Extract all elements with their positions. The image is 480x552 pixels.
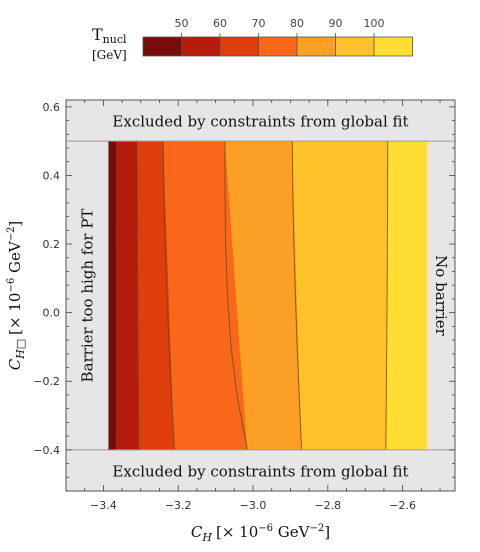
legend-tick-label: 70 xyxy=(252,17,266,30)
x-title-tail-exp: −2 xyxy=(309,523,324,534)
y-title-var: C xyxy=(6,358,24,370)
x-title-close: ] xyxy=(324,523,330,541)
x-title-var: C xyxy=(191,523,203,541)
y-tick-label: −0.4 xyxy=(33,444,60,457)
contour-line xyxy=(136,141,140,450)
heatmap-band xyxy=(116,140,140,451)
legend-swatches xyxy=(142,36,413,57)
y-tick-label: 0.6 xyxy=(43,101,61,114)
legend-title: Tnucl xyxy=(92,25,127,46)
plot-frame xyxy=(65,99,456,492)
y-tick-label: 0.0 xyxy=(43,307,61,320)
contour-line xyxy=(291,141,303,450)
contour-line xyxy=(224,141,248,450)
x-axis: −3.4 −3.2 −3.0 −2.8 −2.6 xyxy=(65,100,441,512)
legend-swatch xyxy=(297,37,336,56)
boundary-lines xyxy=(66,140,455,451)
y-title-units: [× 10 xyxy=(6,293,24,335)
heatmap-band xyxy=(292,140,388,451)
legend-title-sub: nucl xyxy=(103,33,127,46)
legend-swatch xyxy=(220,37,259,56)
y-title-exp: −6 xyxy=(6,278,17,293)
region-label-top: Excluded by constraints from global fit xyxy=(112,113,408,131)
x-tick-label: −2.8 xyxy=(314,499,341,512)
legend-tick-label: 50 xyxy=(175,17,189,30)
heatmap-band xyxy=(108,140,117,451)
legend-swatch xyxy=(258,37,298,56)
x-title-sub: H xyxy=(201,531,212,544)
heatmap-bands xyxy=(108,140,428,451)
x-tick-label: −3.2 xyxy=(165,499,192,512)
y-title-tail: GeV xyxy=(6,240,24,278)
y-title-sub: H□ xyxy=(14,339,27,360)
legend-ticks: 50 60 70 80 90 100 xyxy=(175,17,385,56)
y-tick-label: −0.2 xyxy=(33,375,60,388)
legend-tick-label: 100 xyxy=(364,17,385,30)
x-tick-label: −3.0 xyxy=(240,499,267,512)
x-tick-label: −3.4 xyxy=(90,499,117,512)
x-title-exp: −6 xyxy=(258,523,273,534)
y-tick-label: 0.2 xyxy=(43,238,61,251)
region-label-bottom: Excluded by constraints from global fit xyxy=(112,462,408,480)
legend-swatch xyxy=(143,37,182,56)
x-title-tail: GeV xyxy=(273,523,311,541)
heatmap-band xyxy=(385,140,428,451)
legend-swatch xyxy=(335,37,375,56)
legend: Tnucl [GeV] 50 60 70 80 90 100 xyxy=(92,17,413,62)
contour-lines xyxy=(116,141,389,450)
y-axis-title: CH□ [× 10−6 GeV−2] xyxy=(6,221,27,371)
legend-swatch xyxy=(374,37,413,56)
contour-line xyxy=(162,141,175,450)
legend-tick-label: 80 xyxy=(290,17,304,30)
y-tick-label: 0.4 xyxy=(43,169,61,182)
x-title-units: [× 10 xyxy=(216,523,258,541)
legend-title-main: T xyxy=(92,25,103,44)
y-title-close: ] xyxy=(6,221,24,227)
legend-unit: [GeV] xyxy=(92,48,127,62)
y-title-tail-exp: −2 xyxy=(6,227,17,242)
legend-swatch xyxy=(181,37,221,56)
region-label-right: No barrier xyxy=(432,255,450,336)
legend-frame xyxy=(142,36,413,57)
legend-tick-label: 90 xyxy=(329,17,343,30)
plot-area: −3.4 −3.2 −3.0 −2.8 −2.6 0.6 0.4 0.2 0.0 −0.2 −0.… xyxy=(33,99,456,512)
region-label-left: Barrier too high for PT xyxy=(79,209,97,383)
x-tick-label: −2.6 xyxy=(389,499,416,512)
legend-tick-label: 60 xyxy=(213,17,227,30)
y-axis: 0.6 0.4 0.2 0.0 −0.2 −0.4 xyxy=(33,101,455,492)
x-axis-title: CH [× 10−6 GeV−2] xyxy=(191,523,330,544)
contour-line xyxy=(385,141,389,450)
